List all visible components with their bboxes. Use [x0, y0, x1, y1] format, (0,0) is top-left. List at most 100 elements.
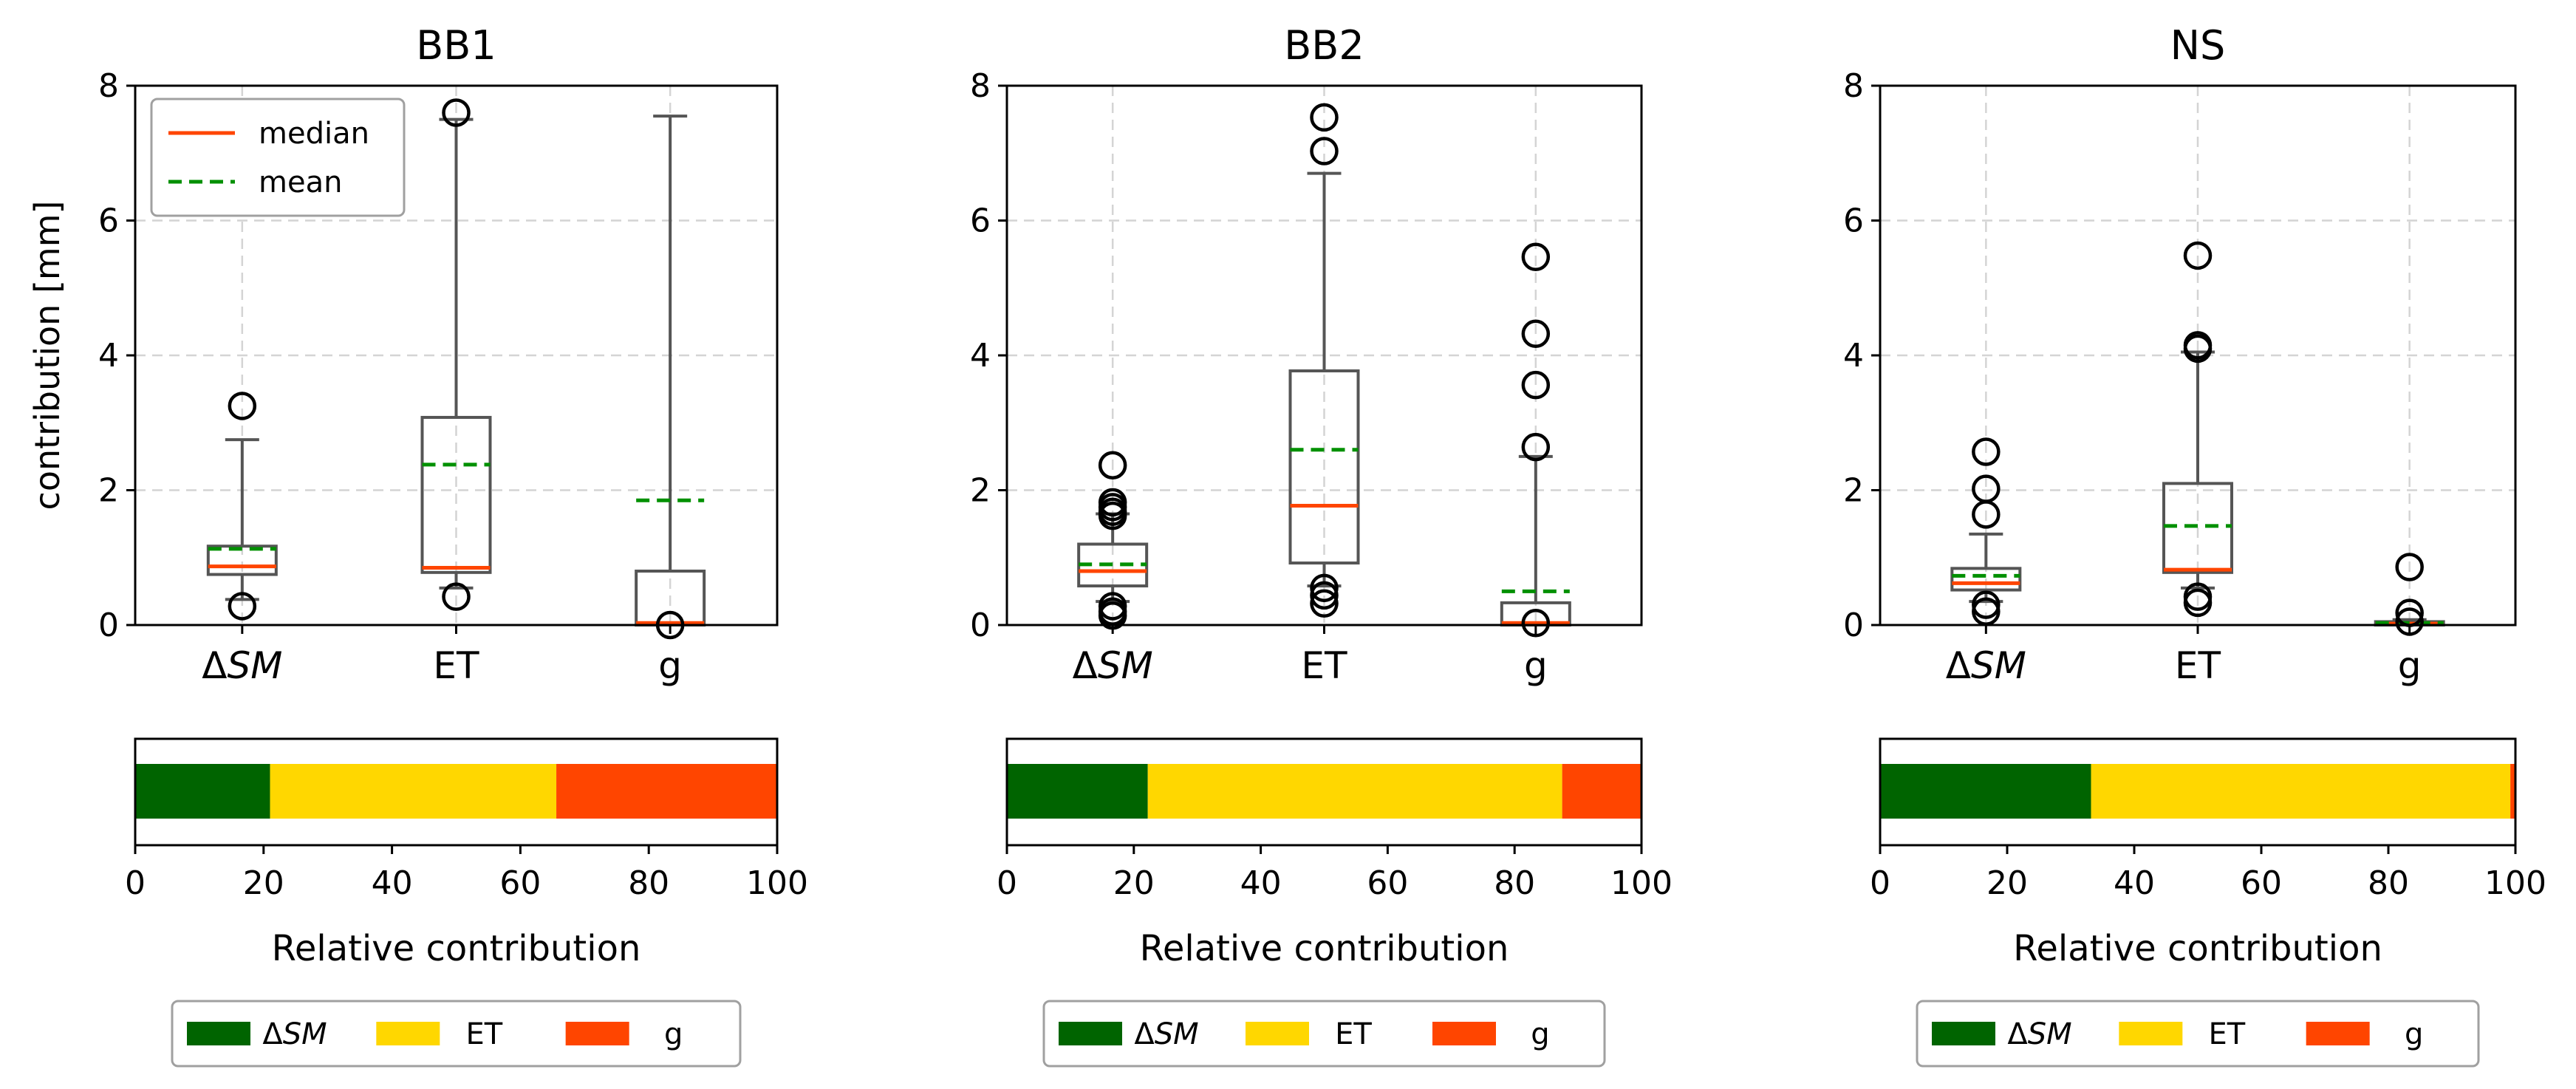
segment-legend-frame [171, 1000, 742, 1068]
outlier-point [1521, 370, 1551, 400]
x-axis-label: Relative contribution [272, 928, 641, 969]
legend-entry-label: ET [2208, 1017, 2245, 1051]
outlier-point [1972, 590, 2001, 619]
outlier-point [1972, 437, 2001, 466]
iqr-box [1950, 567, 2022, 592]
panel-title: NS [2170, 22, 2226, 69]
outlier-point [1310, 137, 1339, 165]
bar-segment-g [1562, 764, 1641, 819]
outlier-point [1310, 589, 1339, 618]
outlier-point [1310, 103, 1339, 132]
legend-entry-label: ET [1335, 1017, 1372, 1051]
bar-segment-dsm [1880, 764, 2091, 819]
y-tick-label: 4 [970, 337, 991, 375]
box-et [2162, 241, 2233, 618]
bar-segment-g [2510, 764, 2515, 819]
legend-entry-label: ΔSM [1134, 1017, 1198, 1051]
y-tick-label: 8 [98, 67, 119, 105]
x-axis-label: Relative contribution [2013, 928, 2382, 969]
bar-axes-frame [1879, 737, 2517, 847]
iqr-box [420, 415, 492, 574]
segment-legend: ΔSM ET g [1916, 1000, 2480, 1068]
y-tick-label: 2 [1843, 472, 1864, 510]
x-tick-label: 80 [628, 864, 669, 902]
bar-segment-dsm [135, 764, 270, 819]
outlier-point [1098, 501, 1127, 530]
outlier-point [2395, 553, 2424, 581]
box-legend-frame [150, 98, 406, 217]
x-tick-label: 20 [1986, 864, 2028, 902]
bar-segment-g [556, 764, 777, 819]
outlier-point [1521, 432, 1551, 462]
boxplot-panel-bb1: 0 2 4 6 8 ΔSM ET g BB1 contribution [mm] median mea… [27, 22, 779, 687]
legend-mean-label: mean [259, 165, 342, 199]
category-label: g [2398, 644, 2422, 687]
legend-swatch-g [565, 1022, 629, 1045]
x-tick-label: 100 [2484, 864, 2546, 902]
bar-segment-et [1147, 764, 1562, 819]
x-tick-label: 100 [1610, 864, 1673, 902]
category-label: ΔSM [1073, 644, 1153, 687]
y-axis-label: contribution [mm] [27, 201, 67, 511]
x-tick-label: 60 [2241, 864, 2282, 902]
legend-swatch-dsm [1059, 1022, 1122, 1045]
box-et [420, 98, 492, 611]
y-tick-label: 0 [98, 607, 119, 644]
outlier-point [1521, 319, 1551, 349]
segment-legend-frame [1042, 1000, 1606, 1068]
y-tick-label: 2 [98, 472, 119, 510]
y-tick-label: 6 [98, 202, 119, 240]
relative-bar-bb1: 0 20 40 60 80 100 Relative contribution ΔSM ET g [125, 737, 808, 1068]
legend-entry-label: ΔSM [262, 1017, 327, 1051]
outlier-point [228, 592, 257, 621]
y-tick-label: 4 [98, 337, 119, 375]
outlier-point [1521, 242, 1551, 272]
legend-entry-label: ΔSM [2007, 1017, 2071, 1051]
y-tick-label: 4 [1843, 337, 1864, 375]
bar-axes-frame [134, 737, 779, 847]
outlier-point [1310, 581, 1339, 610]
legend-swatch-et [2119, 1022, 2183, 1045]
outlier-point [442, 582, 471, 611]
legend-entry-label: g [664, 1017, 683, 1051]
legend-swatch-et [376, 1022, 440, 1045]
y-tick-label: 0 [1843, 607, 1864, 644]
outlier-point [228, 392, 257, 420]
x-tick-label: 20 [243, 864, 284, 902]
box-g [2374, 553, 2445, 636]
box-g [635, 115, 706, 640]
relative-bar-ns: 0 20 40 60 80 100 Relative contribution ΔSM ET g [1870, 737, 2546, 1068]
panel-title: BB1 [416, 22, 496, 69]
segment-legend: ΔSM ET g [1042, 1000, 1606, 1068]
category-label: g [658, 644, 682, 687]
legend-swatch-et [1246, 1022, 1309, 1045]
legend-entry-label: ET [465, 1017, 502, 1051]
boxplot-panel-ns: 0 2 4 6 8 ΔSM ET g NS [1843, 22, 2517, 687]
relative-bar-bb2: 0 20 40 60 80 100 Relative contribution ΔSM ET g [997, 737, 1673, 1068]
x-tick-label: 20 [1113, 864, 1155, 902]
box-dsm [206, 392, 278, 621]
outlier-point [1521, 609, 1551, 638]
y-tick-label: 8 [970, 67, 991, 105]
bar-segment-et [270, 764, 557, 819]
category-label: ET [1301, 644, 1347, 687]
x-axis-label: Relative contribution [1140, 928, 1509, 969]
outlier-point [2183, 241, 2213, 270]
legend-entry-label: g [1531, 1017, 1549, 1051]
y-tick-label: 8 [1843, 67, 1864, 105]
outlier-point [442, 98, 471, 127]
iqr-box [2162, 482, 2233, 574]
y-tick-label: 0 [970, 607, 991, 644]
box-g [1500, 242, 1571, 638]
category-label: g [1524, 644, 1548, 687]
outlier-point [2183, 588, 2213, 618]
legend-swatch-dsm [187, 1022, 250, 1045]
outlier-point [1972, 500, 2001, 529]
outlier-point [2183, 334, 2213, 363]
x-tick-label: 40 [1240, 864, 1282, 902]
boxplot-panel-bb2: 0 2 4 6 8 ΔSM ET g BB2 [970, 22, 1643, 687]
x-tick-label: 0 [125, 864, 146, 902]
legend-swatch-g [2306, 1022, 2370, 1045]
outlier-point [1310, 573, 1339, 603]
